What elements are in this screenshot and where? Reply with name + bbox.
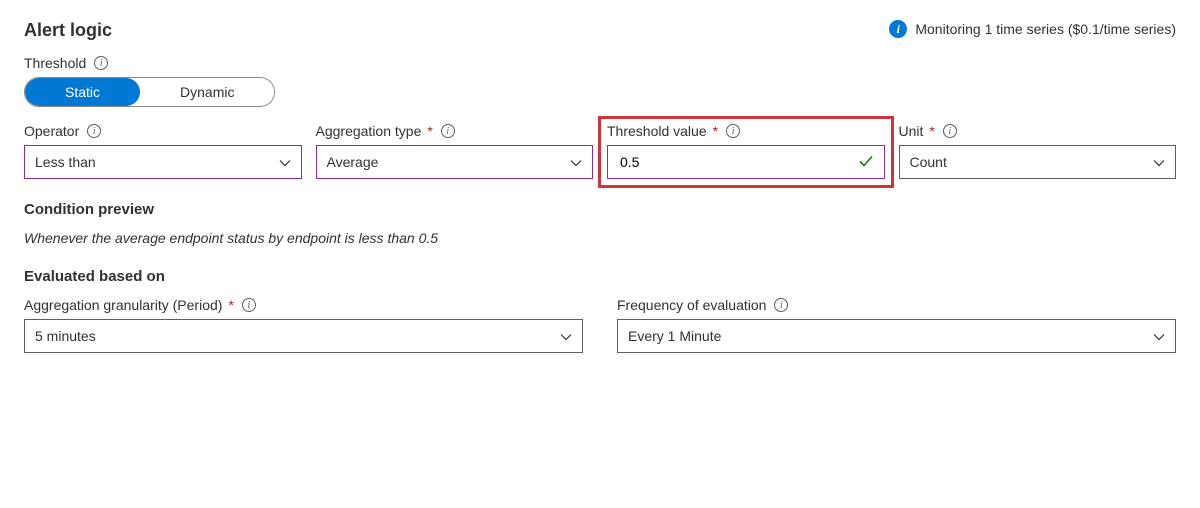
info-icon[interactable]: i [726, 124, 740, 138]
evaluated-heading: Evaluated based on [24, 268, 1176, 285]
threshold-dynamic-option[interactable]: Dynamic [140, 78, 274, 106]
threshold-value-highlight: Threshold value* i [598, 116, 894, 188]
threshold-static-option[interactable]: Static [25, 78, 140, 106]
chevron-down-icon [560, 330, 572, 342]
frequency-label: Frequency of evaluation i [617, 297, 1176, 313]
unit-select[interactable]: Count [899, 145, 1177, 179]
info-icon[interactable]: i [87, 124, 101, 138]
aggregation-type-select[interactable]: Average [316, 145, 594, 179]
condition-preview-text: Whenever the average endpoint status by … [24, 230, 1176, 246]
operator-label: Operator i [24, 123, 302, 139]
condition-preview-heading: Condition preview [24, 201, 1176, 218]
frequency-select[interactable]: Every 1 Minute [617, 319, 1176, 353]
monitoring-notice-text: Monitoring 1 time series ($0.1/time seri… [915, 21, 1176, 37]
chevron-down-icon [1153, 330, 1165, 342]
chevron-down-icon [279, 156, 291, 168]
threshold-value-input[interactable] [618, 153, 858, 171]
chevron-down-icon [570, 156, 582, 168]
granularity-value: 5 minutes [35, 328, 96, 344]
chevron-down-icon [1153, 156, 1165, 168]
threshold-value-input-wrapper[interactable] [607, 145, 885, 179]
required-marker: * [427, 123, 432, 139]
info-icon[interactable]: i [774, 298, 788, 312]
threshold-toggle[interactable]: Static Dynamic [24, 77, 275, 107]
granularity-select[interactable]: 5 minutes [24, 319, 583, 353]
frequency-value: Every 1 Minute [628, 328, 721, 344]
info-icon: i [889, 20, 907, 38]
aggregation-type-value: Average [327, 154, 379, 170]
info-icon[interactable]: i [242, 298, 256, 312]
operator-value: Less than [35, 154, 96, 170]
section-title: Alert logic [24, 20, 112, 41]
check-icon [858, 153, 874, 172]
unit-label: Unit* i [899, 123, 1177, 139]
unit-value: Count [910, 154, 947, 170]
info-icon[interactable]: i [943, 124, 957, 138]
aggregation-type-label: Aggregation type* i [316, 123, 594, 139]
threshold-label: Threshold i [24, 55, 1176, 71]
operator-select[interactable]: Less than [24, 145, 302, 179]
monitoring-notice: i Monitoring 1 time series ($0.1/time se… [889, 20, 1176, 38]
threshold-value-label: Threshold value* i [607, 123, 885, 139]
required-marker: * [713, 123, 718, 139]
required-marker: * [929, 123, 934, 139]
info-icon[interactable]: i [94, 56, 108, 70]
info-icon[interactable]: i [441, 124, 455, 138]
required-marker: * [228, 297, 233, 313]
granularity-label: Aggregation granularity (Period)* i [24, 297, 583, 313]
